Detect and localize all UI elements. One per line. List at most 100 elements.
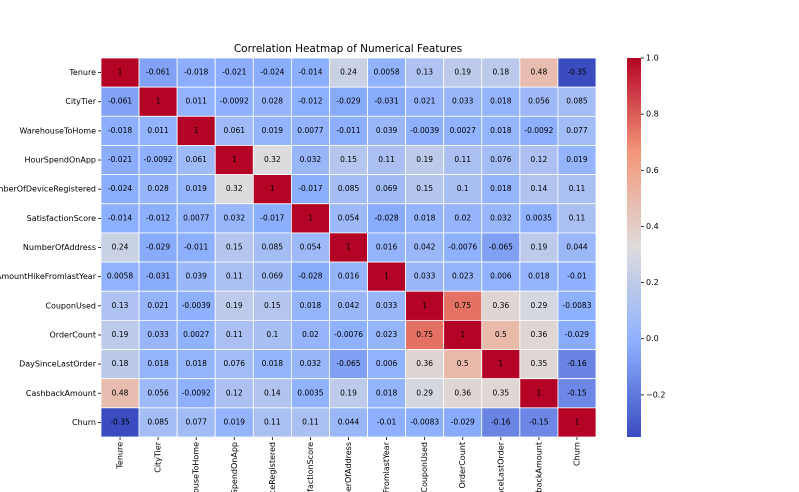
heatmap-cell — [557, 319, 597, 350]
cell-label: 0.018 — [490, 184, 512, 193]
cell-label: 0.11 — [302, 417, 319, 426]
cell-label: 0.0035 — [297, 388, 323, 397]
cell-label: 0.11 — [226, 272, 243, 281]
cell-label: 0.24 — [112, 243, 129, 252]
cell-label: 0.15 — [416, 184, 433, 193]
colorbar-tick-label: 0.0 — [646, 334, 659, 343]
heatmap-cell — [176, 203, 216, 234]
cell-label: 0.061 — [185, 155, 207, 164]
cell-label: -0.017 — [298, 184, 322, 193]
cell-label: 0.023 — [452, 272, 474, 281]
cell-label: 0.033 — [452, 97, 474, 106]
cell-label: 0.023 — [376, 330, 398, 339]
cell-label: 0.24 — [340, 68, 357, 77]
cell-label: 0.077 — [566, 126, 588, 135]
heatmap-cell — [405, 319, 445, 350]
cell-label: 0.48 — [112, 388, 129, 397]
cell-label: 0.019 — [262, 126, 284, 135]
cell-label: 0.36 — [492, 301, 509, 310]
cell-label: -0.0076 — [334, 330, 363, 339]
cell-label: 0.0027 — [450, 126, 476, 135]
cell-label: 0.0077 — [183, 213, 209, 222]
cell-label: 0.069 — [376, 184, 398, 193]
cell-label: -0.16 — [567, 359, 587, 368]
cell-label: 0.054 — [338, 213, 360, 222]
x-tick-label: DaySinceLastOrder — [496, 441, 505, 492]
cell-label: 0.0035 — [526, 213, 552, 222]
cell-label: -0.15 — [529, 417, 549, 426]
heatmap-cell — [367, 319, 407, 350]
cell-label: 1 — [498, 359, 503, 368]
y-tick-label: CouponUsed — [45, 301, 96, 310]
cell-label: 0.35 — [492, 388, 509, 397]
heatmap-cell — [329, 174, 368, 205]
cell-label: 0.12 — [226, 388, 243, 397]
cell-label: 0.19 — [531, 243, 548, 252]
cell-label: 1 — [384, 272, 389, 281]
cell-label: -0.35 — [567, 68, 587, 77]
x-tick-label: Tenure — [116, 442, 125, 470]
heatmap-cell — [176, 57, 216, 88]
cell-label: 0.14 — [531, 184, 548, 193]
y-tick-label: NumberOfAddress — [23, 243, 96, 252]
heatmap-cell — [443, 174, 483, 205]
heatmap-cell — [329, 232, 368, 263]
y-tick-label: NumberOfDeviceRegistered — [0, 185, 96, 194]
colorbar — [627, 58, 641, 437]
cell-label: -0.024 — [260, 68, 284, 77]
cell-label: -0.065 — [489, 243, 513, 252]
cell-label: 0.032 — [300, 359, 322, 368]
cell-label: 0.069 — [262, 272, 284, 281]
heatmap-cell — [214, 319, 254, 350]
heatmap-cell — [367, 174, 407, 205]
heatmap-cell — [290, 349, 330, 380]
cell-label: -0.029 — [336, 97, 360, 106]
heatmap-cell — [367, 203, 407, 234]
cell-label: 1 — [308, 213, 313, 222]
cell-label: -0.0039 — [182, 301, 211, 310]
heatmap-cell — [214, 174, 254, 205]
cell-label: -0.018 — [184, 68, 208, 77]
cell-label: -0.021 — [222, 68, 246, 77]
heatmap-cell — [290, 378, 330, 409]
cell-label: -0.011 — [336, 126, 360, 135]
colorbar-tick-label: 0.6 — [646, 166, 659, 175]
cell-label: 0.032 — [300, 155, 322, 164]
cell-label: 1 — [575, 417, 580, 426]
cell-label: 0.018 — [414, 213, 436, 222]
cell-label: -0.0076 — [448, 243, 477, 252]
y-tick-label: CityTier — [65, 97, 96, 106]
cell-label: -0.061 — [146, 68, 170, 77]
cell-label: 0.19 — [340, 388, 357, 397]
cell-label: 0.018 — [262, 359, 284, 368]
cell-label: -0.014 — [108, 213, 132, 222]
cell-label: -0.028 — [298, 272, 322, 281]
cell-label: 0.028 — [147, 184, 169, 193]
cell-label: 0.044 — [338, 417, 360, 426]
cell-label: -0.028 — [374, 213, 398, 222]
heatmap-cell — [138, 145, 178, 176]
heatmap-cell — [176, 115, 216, 146]
cell-label: 0.0058 — [107, 272, 133, 281]
cell-label: 0.15 — [340, 155, 357, 164]
heatmap-cell — [481, 378, 521, 409]
heatmap-cell — [138, 407, 178, 438]
cell-label: 0.085 — [262, 243, 284, 252]
cell-label: -0.0092 — [182, 388, 211, 397]
x-tick-label: SatisfactionScore — [306, 442, 315, 492]
cell-label: -0.0083 — [410, 417, 439, 426]
cell-label: 0.085 — [338, 184, 360, 193]
heatmap-cell — [557, 407, 597, 438]
heatmap-cell — [214, 145, 254, 176]
heatmap-cell — [481, 232, 521, 263]
cell-label: 0.5 — [495, 330, 507, 339]
heatmap-cell — [519, 145, 559, 176]
cell-label: 0.36 — [416, 359, 433, 368]
cell-label: 1 — [156, 97, 161, 106]
cell-label: 0.5 — [457, 359, 469, 368]
heatmap-cell — [252, 261, 292, 292]
cell-label: 0.006 — [490, 272, 512, 281]
cell-label: -0.024 — [108, 184, 132, 193]
colorbar-tick-label: 0.4 — [646, 222, 659, 231]
